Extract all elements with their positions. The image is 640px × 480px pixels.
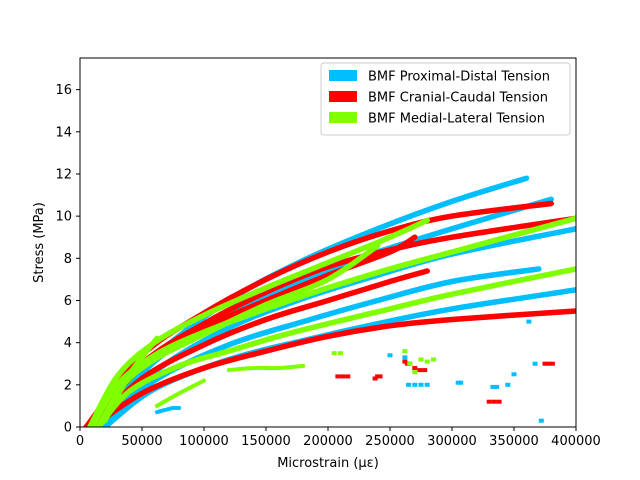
series-2-point — [412, 366, 418, 370]
y-tick-label: 4 — [64, 336, 72, 351]
series-1-point — [412, 382, 418, 387]
y-axis: 0 2 4 6 8 10 12 14 16 — [55, 83, 80, 436]
series-1-point — [526, 319, 532, 324]
x-tick-label: 300000 — [427, 434, 477, 449]
series-2-point — [549, 361, 555, 366]
y-tick-label: 0 — [64, 421, 72, 436]
y-axis-label: Stress (MPa) — [32, 202, 47, 283]
series-2-point — [546, 361, 552, 366]
series-1-point — [538, 418, 544, 423]
series-2-point — [340, 374, 346, 379]
plot-area — [83, 175, 576, 427]
series-3-point — [412, 370, 418, 375]
series-1-point — [458, 380, 464, 385]
series-2-curve-4 — [89, 268, 430, 427]
series-1-curve-4 — [99, 266, 542, 427]
x-tick-label: 0 — [76, 434, 84, 449]
series-3-curve-6 — [226, 363, 306, 373]
legend-swatch — [329, 70, 357, 81]
series-2-point — [345, 374, 351, 379]
y-tick-label: 10 — [55, 210, 72, 225]
series-1-point — [418, 382, 424, 387]
series-1-point — [511, 372, 517, 377]
legend-swatch — [329, 112, 357, 123]
series-2-point — [335, 374, 341, 379]
series-1-point — [490, 384, 496, 389]
series-3-point — [430, 357, 436, 362]
series-1-point — [494, 384, 500, 389]
y-tick-label: 8 — [64, 252, 72, 267]
series-3-point — [407, 361, 413, 366]
series-1-point — [406, 382, 412, 387]
legend-label: BMF Cranial-Caudal Tension — [368, 91, 548, 106]
series-1-curve-6 — [154, 405, 182, 415]
series-3-point — [337, 351, 343, 356]
series-2-point — [377, 374, 383, 379]
series-3-curve-4 — [95, 266, 576, 427]
x-tick-label: 150000 — [241, 434, 291, 449]
series-2-point — [496, 399, 502, 404]
x-tick-label: 50000 — [121, 434, 162, 449]
legend-label: BMF Medial-Lateral Tension — [368, 112, 545, 127]
series-2-curve-5 — [89, 308, 576, 427]
x-axis-label: Microstrain (με) — [277, 456, 379, 471]
series-1 — [95, 175, 576, 427]
legend-label: BMF Proximal-Distal Tension — [368, 70, 550, 85]
series-1-point — [387, 353, 393, 358]
x-axis: 0 50000 100000 150000 200000 250000 300000 3500… — [76, 427, 601, 449]
series-2-point — [422, 368, 428, 373]
series-2-point — [486, 399, 492, 404]
series-1-point — [424, 382, 430, 387]
y-tick-label: 2 — [64, 378, 72, 393]
y-tick-label: 14 — [55, 125, 72, 140]
series-3 — [87, 215, 576, 427]
x-tick-label: 350000 — [489, 434, 539, 449]
x-tick-label: 200000 — [303, 434, 353, 449]
series-3-point — [331, 351, 337, 356]
series-3-point — [418, 357, 424, 362]
series-1-point — [532, 361, 538, 366]
series-2-point — [402, 359, 408, 364]
series-3-curve-5 — [102, 335, 160, 424]
series-3-curve-1 — [87, 217, 430, 427]
legend-swatch — [329, 91, 357, 102]
legend-box — [320, 62, 571, 136]
x-tick-label: 100000 — [179, 434, 229, 449]
series-2-point — [372, 376, 378, 381]
y-tick-label: 16 — [55, 83, 72, 98]
x-tick-label: 400000 — [551, 434, 601, 449]
series-2-point — [417, 368, 423, 373]
x-tick-label: 250000 — [365, 434, 415, 449]
series-3-curve-7 — [154, 378, 206, 408]
series-3-point — [424, 359, 430, 364]
legend: BMF Proximal-Distal Tension BMF Cranial-C… — [320, 62, 571, 136]
series-1-point — [402, 355, 408, 360]
series-2-point — [542, 361, 548, 366]
y-tick-label: 12 — [55, 167, 72, 182]
y-tick-label: 6 — [64, 294, 72, 309]
series-2-point — [491, 399, 497, 404]
series-1-point — [505, 382, 511, 387]
series-3-point — [402, 349, 408, 354]
